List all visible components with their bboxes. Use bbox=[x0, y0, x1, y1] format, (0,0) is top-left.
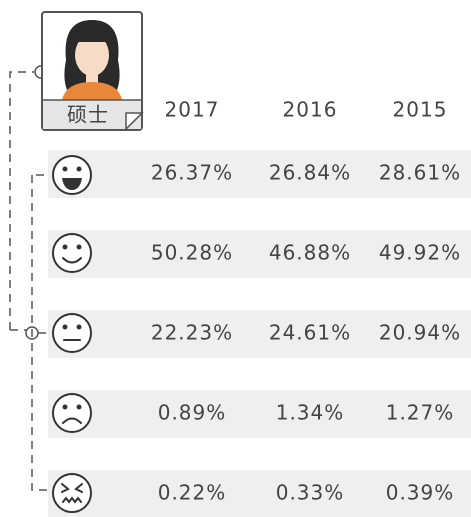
year-header: 2017 bbox=[165, 98, 220, 122]
value-cell: 28.61% bbox=[379, 161, 461, 185]
value-cell: 0.22% bbox=[158, 481, 227, 505]
value-cell: 26.84% bbox=[269, 161, 351, 185]
value-cell: 50.28% bbox=[151, 241, 233, 265]
value-cell: 0.33% bbox=[276, 481, 345, 505]
year-headers: 2017 2016 2015 bbox=[165, 98, 448, 122]
avatar-label: 硕士 bbox=[67, 103, 109, 127]
faces bbox=[53, 156, 91, 512]
value-cell: 0.39% bbox=[386, 481, 455, 505]
value-cell: 26.37% bbox=[151, 161, 233, 185]
avatar-card: 硕士 bbox=[42, 12, 142, 130]
value-cell: 1.27% bbox=[386, 401, 455, 425]
infographic: 硕士 2017 2016 2015 26.37% 26.84% 28.61% 50.28%… bbox=[0, 0, 471, 517]
value-cells: 26.37% 26.84% 28.61% 50.28% 46.88% 49.92% 22.2… bbox=[151, 161, 461, 505]
value-cell: 46.88% bbox=[269, 241, 351, 265]
value-cell: 0.89% bbox=[158, 401, 227, 425]
value-cell: 1.34% bbox=[276, 401, 345, 425]
value-cell: 49.92% bbox=[379, 241, 461, 265]
year-header: 2015 bbox=[393, 98, 448, 122]
value-cell: 22.23% bbox=[151, 321, 233, 345]
value-cell: 24.61% bbox=[269, 321, 351, 345]
year-header: 2016 bbox=[283, 98, 338, 122]
value-cell: 20.94% bbox=[379, 321, 461, 345]
